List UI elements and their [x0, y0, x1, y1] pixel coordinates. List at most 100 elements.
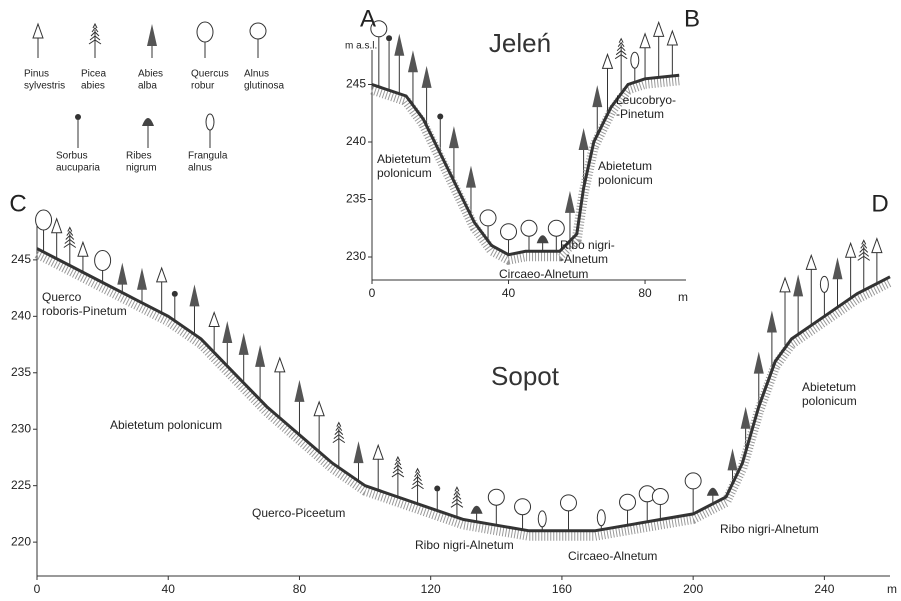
- spruce-crown: [392, 468, 404, 474]
- fir-crown: [727, 448, 738, 471]
- spruce-crown: [614, 54, 628, 60]
- x-tick-label: 0: [34, 582, 41, 596]
- ground-profile: [36, 247, 891, 533]
- spruce-crown: [857, 255, 871, 261]
- tree-icon: [189, 284, 200, 335]
- y-tick-label: 230: [346, 249, 366, 263]
- community-label: Querco: [42, 290, 82, 304]
- alder-crown: [547, 219, 565, 237]
- pine-crown: [274, 356, 286, 373]
- chart-title: Jeleń: [489, 28, 551, 58]
- spruce-crown: [615, 50, 627, 56]
- legend-label: Ribes: [126, 151, 152, 162]
- spruce-crown: [395, 455, 401, 462]
- fir-crown: [740, 406, 751, 429]
- tree-icon: [77, 240, 89, 273]
- community-label: Ribo nigri-: [560, 238, 615, 252]
- tree-icon: [313, 400, 325, 452]
- tree-icon: [407, 50, 418, 106]
- tree-icon: [32, 22, 44, 58]
- x-tick-label: 40: [502, 286, 516, 300]
- spruce-crown: [451, 498, 463, 504]
- tree-icon: [63, 226, 77, 266]
- tree-icon: [547, 219, 565, 252]
- tree-icon: [601, 52, 614, 115]
- fir-crown: [793, 274, 804, 297]
- spruce-crown: [89, 35, 101, 41]
- y-tick-label: 235: [346, 192, 366, 206]
- community-label: Abietetum: [377, 152, 431, 166]
- tree-icon: [208, 310, 220, 353]
- tree-icon: [706, 487, 719, 504]
- fir-crown: [407, 50, 418, 73]
- pine-crown: [601, 52, 614, 69]
- spruce-crown: [453, 490, 461, 496]
- alder-crown: [500, 223, 518, 241]
- tree-icon: [75, 114, 81, 148]
- spruce-crown: [66, 230, 74, 236]
- tree-icon: [819, 275, 829, 317]
- currant-crown: [706, 487, 719, 496]
- fir-crown: [448, 126, 459, 149]
- tree-icon: [370, 20, 388, 87]
- alder-crown: [520, 219, 538, 237]
- fir-crown: [832, 257, 843, 280]
- spruce-crown: [65, 234, 75, 240]
- pine-crown: [666, 29, 679, 46]
- tree-icon: [155, 266, 168, 313]
- fir-crown: [117, 262, 128, 285]
- tree-icon: [94, 249, 112, 283]
- legend-label: Abies: [138, 69, 163, 80]
- community-label: -Alnetum: [560, 252, 608, 266]
- x-tick-label: 240: [814, 582, 834, 596]
- tree-icon: [578, 128, 589, 188]
- fir-crown: [294, 379, 305, 402]
- chart-title: Sopot: [491, 361, 560, 391]
- legend-label: robur: [191, 81, 215, 92]
- fir-crown: [421, 65, 432, 88]
- spruce-crown: [412, 480, 423, 486]
- x-tick-label: 0: [369, 286, 376, 300]
- tree-icon: [564, 190, 575, 241]
- rowan-crown: [437, 113, 444, 120]
- tree-icon: [35, 209, 53, 252]
- y-axis-unit: m a.s.l.: [345, 41, 377, 52]
- tree-icon: [222, 321, 233, 366]
- community-label: polonicum: [598, 173, 653, 187]
- spruce-crown: [411, 484, 424, 490]
- spruce-crown: [64, 238, 76, 244]
- alder-crown: [370, 20, 388, 38]
- legend-label: Alnus: [244, 69, 269, 80]
- community-label: Abietetum: [802, 380, 856, 394]
- tree-icon: [450, 486, 464, 518]
- tree-icon: [386, 35, 393, 91]
- pine-crown: [652, 20, 665, 37]
- y-tick-label: 245: [346, 77, 366, 91]
- x-tick-label: 160: [552, 582, 572, 596]
- community-label: Ribo nigri-Alnetum: [720, 522, 819, 536]
- tree-icon: [88, 22, 102, 58]
- community-label: Abietetum polonicum: [110, 418, 222, 432]
- community-label: Abietetum: [598, 159, 652, 173]
- spruce-crown: [617, 41, 625, 47]
- alder-crown: [514, 498, 532, 516]
- tree-icon: [638, 485, 656, 522]
- buckthorn-crown: [205, 113, 215, 131]
- tree-icon: [805, 253, 817, 326]
- tree-icon: [666, 29, 679, 76]
- tree-icon: [470, 505, 483, 522]
- tree-icon: [832, 257, 843, 308]
- oak-crown: [94, 249, 112, 271]
- alder-crown: [249, 22, 267, 40]
- legend-label: glutinosa: [244, 81, 284, 92]
- rowan-crown: [75, 114, 81, 120]
- x-tick-label: 80: [293, 582, 307, 596]
- tree-icon: [205, 113, 215, 148]
- tree-icon: [238, 332, 249, 383]
- x-tick-label: 40: [162, 582, 176, 596]
- fir-crown: [753, 351, 764, 374]
- y-tick-label: 240: [346, 134, 366, 148]
- tree-icon: [520, 219, 538, 252]
- spruce-crown: [393, 464, 403, 470]
- fir-crown: [394, 33, 405, 56]
